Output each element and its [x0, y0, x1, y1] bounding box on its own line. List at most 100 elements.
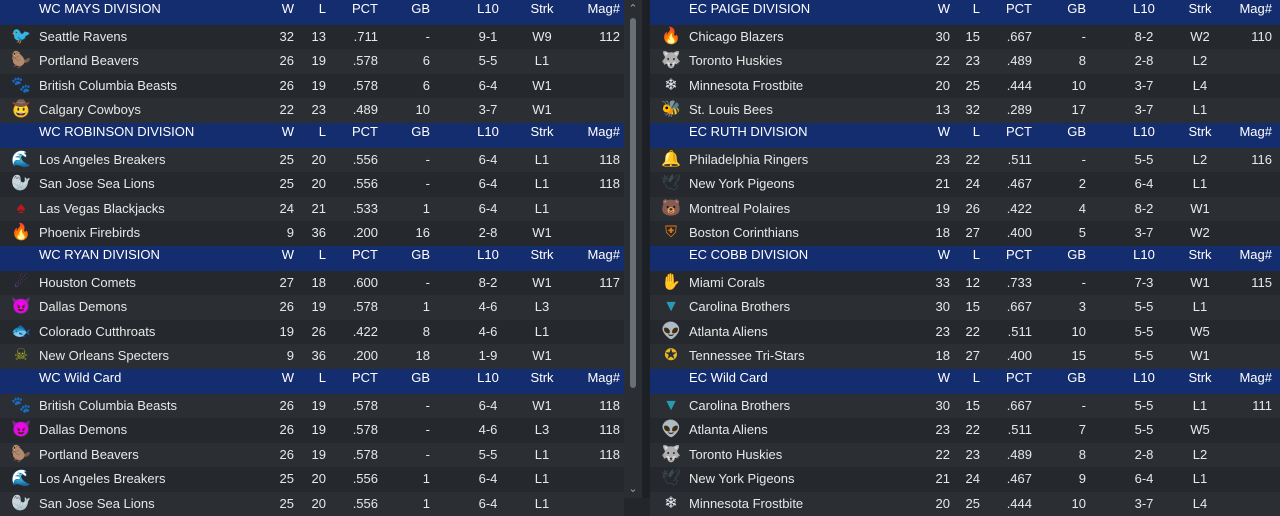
- team-row[interactable]: 😈 Dallas Demons 26 19 .578 1 4-6 L3: [0, 295, 624, 320]
- team-row[interactable]: 🔔 Philadelphia Ringers 23 22 .511 - 5-5 L2 116: [650, 147, 1280, 173]
- column-header-strk[interactable]: Strk: [1188, 1, 1212, 16]
- column-header-w[interactable]: W: [937, 1, 950, 16]
- team-row[interactable]: 🐻 Montreal Polaires 19 26 .422 4 8-2 W1: [650, 196, 1280, 222]
- column-header-pct[interactable]: PCT: [1006, 1, 1032, 16]
- column-header-gb[interactable]: GB: [411, 246, 430, 262]
- team-row[interactable]: 🐾 British Columbia Beasts 26 19 .578 6 6-4 W1: [0, 73, 624, 99]
- column-header-mag[interactable]: Mag#: [587, 369, 620, 385]
- scroll-up-arrow-icon[interactable]: ⌃: [628, 3, 638, 15]
- column-header-w[interactable]: W: [937, 123, 950, 139]
- column-header-l[interactable]: L: [318, 1, 326, 16]
- column-header-strk[interactable]: Strk: [1188, 369, 1212, 385]
- team-name[interactable]: Seattle Ravens: [39, 28, 128, 44]
- team-row[interactable]: ❄ Minnesota Frostbite 20 25.444 10 3-7 L4: [650, 491, 1280, 516]
- team-row[interactable]: 👽 Atlanta Aliens 23 22 .511 10 5-5 W5: [650, 319, 1280, 345]
- team-row[interactable]: ▼ Carolina Brothers 30 15 .667 3 5-5 L1: [650, 295, 1280, 320]
- column-header-w[interactable]: W: [937, 246, 950, 262]
- team-row[interactable]: 🕊 New York Pigeons 21 24 .467 2 6-4 L1: [650, 172, 1280, 197]
- team-name[interactable]: Dallas Demons: [39, 422, 128, 438]
- column-header-l10[interactable]: L10: [477, 123, 499, 139]
- column-header-l[interactable]: L: [972, 246, 980, 262]
- column-header-strk[interactable]: Strk: [1188, 246, 1212, 262]
- team-row[interactable]: 🦭 San Jose Sea Lions 25 20.556 1 6-4 L1: [0, 491, 624, 516]
- team-row[interactable]: 😈 Dallas Demons 26 19 .578 - 4-6 L3 118: [0, 418, 624, 443]
- column-header-gb[interactable]: GB: [1067, 246, 1086, 262]
- standings-scrollbar[interactable]: ⌃ ⌄: [624, 0, 642, 498]
- column-header-gb[interactable]: GB: [1067, 123, 1086, 139]
- team-name[interactable]: Los Angeles Breakers: [39, 471, 166, 487]
- team-row[interactable]: 🦫 Portland Beavers 26 19 .578 - 5-5 L1 118: [0, 442, 624, 468]
- team-row[interactable]: 🦫 Portland Beavers 26 19 .578 6 5-5 L1: [0, 49, 624, 74]
- team-name[interactable]: Dallas Demons: [39, 299, 128, 315]
- team-name[interactable]: Los Angeles Breakers: [39, 151, 166, 167]
- column-header-l10[interactable]: L10: [1133, 123, 1155, 139]
- team-row[interactable]: 🐝 St. Louis Bees 13 32 .289 17 3-7 L1: [650, 98, 1280, 123]
- team-row[interactable]: 🤠 Calgary Cowboys 22 23 .489 10 3-7 W1: [0, 98, 624, 123]
- column-header-pct[interactable]: PCT: [1006, 123, 1032, 139]
- team-name[interactable]: Minnesota Frostbite: [689, 495, 804, 511]
- team-row[interactable]: ☠ New Orleans Specters 9 36 .200 18 1-9 W1: [0, 344, 624, 369]
- team-row[interactable]: 🐺 Toronto Huskies 22 23 .489 8 2-8 L2: [650, 49, 1280, 74]
- team-row[interactable]: 🐾 British Columbia Beasts 26 19 .578 - 6-4 W1 11…: [0, 393, 624, 419]
- team-row[interactable]: 👽 Atlanta Aliens 23 22 .511 7 5-5 W5: [650, 418, 1280, 443]
- column-header-w[interactable]: W: [281, 246, 294, 262]
- team-name[interactable]: Montreal Polaires: [689, 200, 791, 216]
- team-name[interactable]: Boston Corinthians: [689, 225, 799, 241]
- column-header-l[interactable]: L: [972, 369, 980, 385]
- column-header-strk[interactable]: Strk: [530, 369, 554, 385]
- scroll-thumb[interactable]: [630, 18, 636, 388]
- team-name[interactable]: Houston Comets: [39, 274, 136, 290]
- column-header-w[interactable]: W: [281, 1, 294, 16]
- column-header-w[interactable]: W: [937, 369, 950, 385]
- column-header-pct[interactable]: PCT: [1006, 369, 1032, 385]
- team-name[interactable]: Las Vegas Blackjacks: [39, 200, 165, 216]
- team-row[interactable]: ✋ Miami Corals 33 12 .733 - 7-3 W1 115: [650, 270, 1280, 296]
- column-header-w[interactable]: W: [281, 369, 294, 385]
- team-row[interactable]: ▼ Carolina Brothers 30 15 .667 - 5-5 L1 111: [650, 393, 1280, 419]
- column-header-pct[interactable]: PCT: [352, 369, 378, 385]
- column-header-mag[interactable]: Mag#: [587, 123, 620, 139]
- team-name[interactable]: Calgary Cowboys: [39, 102, 141, 118]
- team-name[interactable]: Miami Corals: [689, 274, 765, 290]
- team-name[interactable]: British Columbia Beasts: [39, 397, 177, 413]
- column-header-mag[interactable]: Mag#: [1239, 123, 1272, 139]
- team-row[interactable]: 🕊 New York Pigeons 21 24 .467 9 6-4 L1: [650, 467, 1280, 492]
- column-header-gb[interactable]: GB: [1067, 369, 1086, 385]
- team-name[interactable]: Atlanta Aliens: [689, 422, 768, 438]
- team-row[interactable]: ☄ Houston Comets 27 18 .600 - 8-2 W1 117: [0, 270, 624, 296]
- team-name[interactable]: Portland Beavers: [39, 446, 139, 462]
- team-row[interactable]: 🐟 Colorado Cutthroats 19 26 .422 8 4-6 L1: [0, 319, 624, 345]
- column-header-pct[interactable]: PCT: [352, 1, 378, 16]
- team-row[interactable]: 🦭 San Jose Sea Lions 25 20 .556 - 6-4 L1 118: [0, 172, 624, 197]
- column-header-strk[interactable]: Strk: [530, 1, 554, 16]
- column-header-l[interactable]: L: [972, 1, 980, 16]
- team-name[interactable]: St. Louis Bees: [689, 102, 773, 118]
- column-header-pct[interactable]: PCT: [1006, 246, 1032, 262]
- team-name[interactable]: Carolina Brothers: [689, 397, 791, 413]
- team-row[interactable]: 🌊 Los Angeles Breakers 25 20 .556 - 6-4 L1 118: [0, 147, 624, 173]
- team-name[interactable]: Minnesota Frostbite: [689, 77, 804, 93]
- team-name[interactable]: Colorado Cutthroats: [39, 323, 156, 339]
- team-name[interactable]: Phoenix Firebirds: [39, 225, 141, 241]
- column-header-gb[interactable]: GB: [1067, 1, 1086, 16]
- team-row[interactable]: 🌊 Los Angeles Breakers 25 20 .556 1 6-4 L1: [0, 467, 624, 492]
- column-header-w[interactable]: W: [281, 123, 294, 139]
- team-name[interactable]: British Columbia Beasts: [39, 77, 177, 93]
- column-header-l10[interactable]: L10: [477, 1, 499, 16]
- column-header-l10[interactable]: L10: [1133, 246, 1155, 262]
- team-name[interactable]: Toronto Huskies: [689, 446, 783, 462]
- column-header-pct[interactable]: PCT: [352, 123, 378, 139]
- column-header-mag[interactable]: Mag#: [587, 1, 620, 16]
- column-header-l10[interactable]: L10: [477, 246, 499, 262]
- column-header-gb[interactable]: GB: [411, 1, 430, 16]
- scroll-down-arrow-icon[interactable]: ⌄: [628, 483, 638, 495]
- column-header-l10[interactable]: L10: [1133, 369, 1155, 385]
- column-header-l10[interactable]: L10: [477, 369, 499, 385]
- column-header-mag[interactable]: Mag#: [1239, 1, 1272, 16]
- team-row[interactable]: 🔥 Phoenix Firebirds 9 36 .200 16 2-8 W1: [0, 221, 624, 246]
- column-header-mag[interactable]: Mag#: [1239, 369, 1272, 385]
- column-header-l[interactable]: L: [318, 369, 326, 385]
- team-name[interactable]: Toronto Huskies: [689, 53, 783, 69]
- column-header-strk[interactable]: Strk: [1188, 123, 1212, 139]
- team-row[interactable]: ♠ Las Vegas Blackjacks 24 21 .533 1 6-4 L1: [0, 196, 624, 222]
